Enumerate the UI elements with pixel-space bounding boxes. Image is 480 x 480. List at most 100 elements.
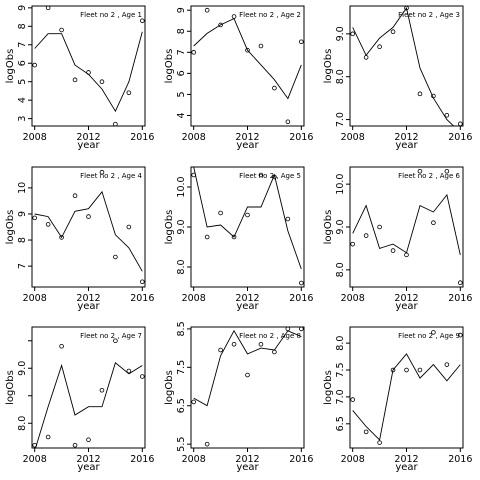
obs-point [444, 168, 450, 174]
panel-title: Fleet no 2 , Age 4 [80, 172, 142, 180]
panel: 2008 2012 2016 8.0 9.0 year logObs Fleet no 2 ,… [5, 326, 154, 473]
panel: 2008 2012 2016 8.0 9.0 10.0 year logObs Fleet no… [323, 166, 472, 312]
x-tick-label: 2008 [182, 132, 206, 143]
y-tick-label: 7.0 [335, 389, 346, 404]
x-tick-label: 2012 [394, 132, 418, 143]
obs-point [431, 220, 436, 226]
obs-point [458, 332, 463, 338]
y-tick-label: 6.5 [335, 416, 346, 431]
obs-point [390, 248, 396, 253]
fit-line [193, 17, 302, 100]
x-tick-label: 2016 [130, 293, 154, 304]
obs-point [258, 172, 264, 178]
x-tick-label: 2008 [341, 293, 365, 304]
obs-point [245, 47, 250, 53]
x-tick-label: 2016 [289, 454, 313, 465]
x-tick-label: 2008 [182, 454, 206, 465]
obs-point [140, 18, 145, 24]
obs-point [350, 31, 355, 37]
y-axis-label: logObs [323, 370, 334, 405]
fit-line [352, 193, 461, 255]
panel-title: Fleet no 2 , Age 5 [239, 172, 301, 180]
y-tick-label: 9 [176, 7, 187, 13]
y-tick-label: 5 [17, 79, 28, 85]
obs-point [417, 367, 423, 373]
y-tick-label: 6 [17, 60, 28, 66]
x-tick-label: 2008 [23, 454, 47, 465]
x-tick-label: 2016 [130, 132, 154, 143]
y-tick-label: 6.5 [176, 398, 187, 413]
panel-title: Fleet no 2 , Age 8 [239, 332, 301, 340]
y-tick-label: 10.0 [176, 176, 187, 197]
panel: 2008 2012 2016 6.5 7.0 7.5 8.0 year logObs Fleet … [323, 326, 472, 473]
obs-point [377, 44, 382, 50]
x-tick-label: 2012 [76, 132, 100, 143]
y-tick-label: 8 [176, 28, 187, 34]
obs-point [350, 397, 355, 402]
fit-line [34, 190, 143, 272]
obs-point [390, 367, 396, 373]
plot-frame [31, 5, 146, 127]
obs-point [72, 77, 78, 83]
obs-point [458, 280, 463, 286]
obs-point [126, 224, 132, 230]
y-tick-label: 8 [17, 23, 28, 29]
obs-point [363, 55, 369, 60]
x-tick-label: 2016 [289, 293, 313, 304]
obs-point [390, 29, 396, 35]
panel-title: Fleet no 2 , Age 6 [398, 172, 460, 180]
obs-point [99, 169, 105, 175]
obs-point [59, 235, 64, 240]
obs-point [404, 6, 409, 11]
obs-point [444, 362, 450, 367]
obs-point [204, 7, 210, 13]
x-tick-label: 2008 [341, 454, 365, 465]
panel-title: Fleet no 2 , Age 3 [398, 11, 460, 19]
obs-point [363, 233, 369, 238]
y-axis-label: logObs [323, 49, 334, 84]
obs-point [285, 216, 291, 222]
obs-point [245, 372, 250, 378]
panel: 2008 2012 2016 7 8 9 10 year logObs Fleet no 2 , … [5, 166, 154, 312]
obs-point [231, 14, 237, 19]
x-axis-label: year [236, 301, 259, 312]
panel: 2008 2012 2016 7.0 8.0 9.0 year logObs Fleet no … [323, 5, 472, 151]
obs-point [113, 121, 118, 126]
obs-point [231, 341, 237, 347]
y-axis-label: logObs [323, 210, 334, 245]
obs-point [218, 347, 223, 353]
x-tick-label: 2016 [448, 293, 472, 304]
x-tick-label: 2016 [289, 132, 313, 143]
x-tick-label: 2016 [448, 454, 472, 465]
plot-frame [190, 326, 305, 449]
panel-title: Fleet no 2 , Age 1 [80, 11, 142, 19]
y-axis-label: logObs [164, 370, 175, 405]
y-tick-label: 8.5 [176, 321, 187, 336]
panel-title: Fleet no 2 , Age 2 [239, 11, 301, 19]
y-axis-label: logObs [164, 49, 175, 84]
panel: 2008 2012 2016 5.5 6.5 7.5 8.5 year logObs Fleet … [164, 321, 313, 473]
y-tick-label: 9 [17, 211, 28, 217]
obs-point [140, 374, 145, 379]
obs-point [299, 280, 304, 286]
y-axis-label: logObs [5, 210, 16, 245]
obs-point [285, 327, 291, 332]
obs-point [140, 279, 145, 285]
obs-point [191, 50, 196, 55]
y-axis-label: logObs [164, 210, 175, 245]
obs-point [299, 39, 304, 45]
y-axis-label: logObs [5, 370, 16, 405]
obs-point [404, 367, 409, 373]
obs-point [431, 330, 436, 335]
panel: 2008 2012 2016 3 4 5 6 7 8 9 year logObs Fleet no 2 … [5, 5, 154, 151]
y-tick-label: 7.5 [176, 360, 187, 375]
obs-point [245, 212, 250, 218]
obs-point [99, 79, 105, 84]
obs-point [99, 387, 105, 393]
obs-point [45, 434, 51, 440]
obs-point [32, 442, 37, 448]
obs-point [417, 91, 423, 97]
x-tick-label: 2012 [235, 132, 259, 143]
obs-point [377, 440, 382, 445]
